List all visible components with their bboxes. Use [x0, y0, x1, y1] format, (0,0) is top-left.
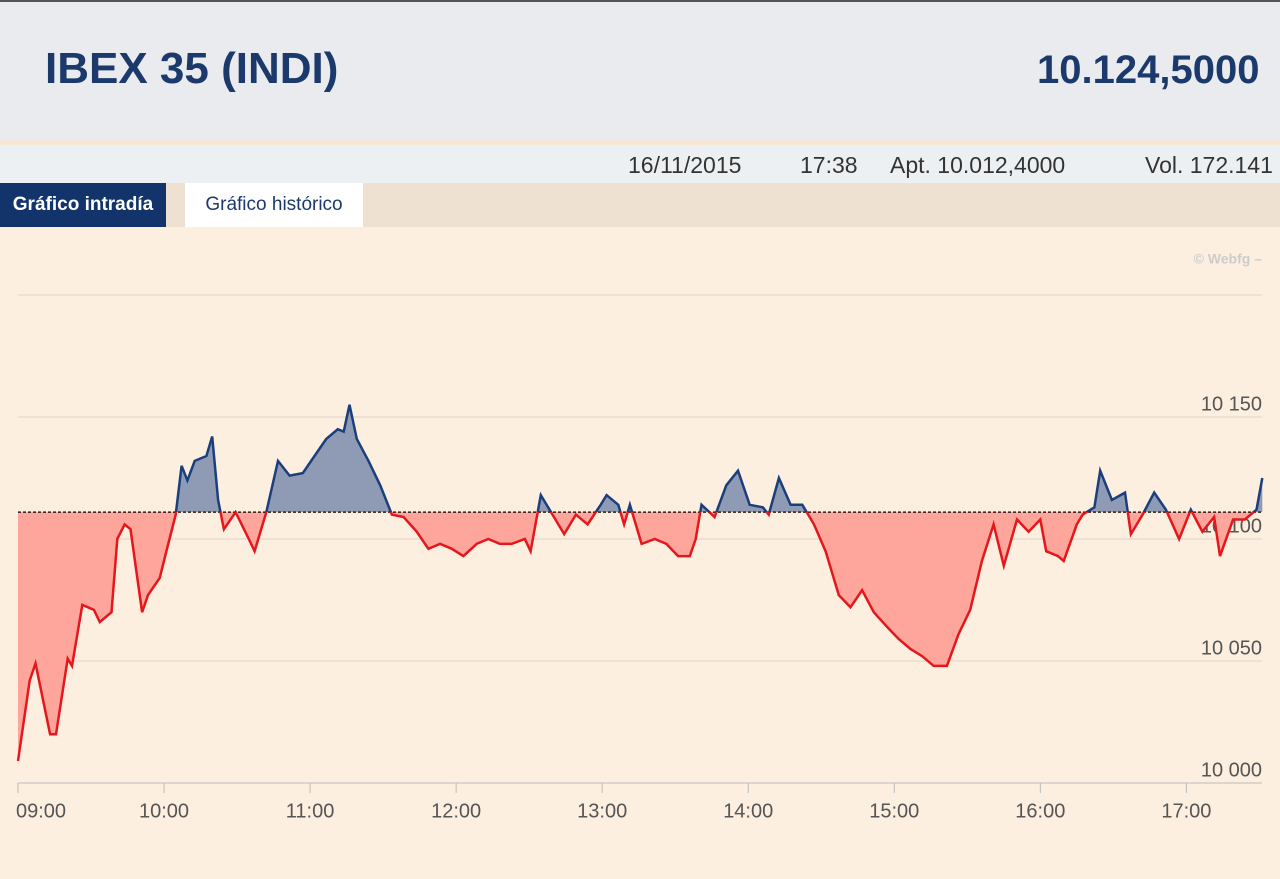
info-bar: 16/11/2015 17:38 Apt. 10.012,4000 Vol. 1…: [0, 145, 1280, 183]
index-title: IBEX 35 (INDI): [45, 44, 339, 93]
y-tick-label: 10 050: [1201, 637, 1262, 659]
tab[interactable]: Gráfico intradía: [0, 183, 166, 227]
line-above: [174, 404, 1264, 513]
stripe: [0, 140, 1280, 145]
x-tick-label: 14:00: [723, 800, 773, 822]
header: IBEX 35 (INDI) 10.124,5000: [0, 0, 1280, 140]
x-tick-label: 17:00: [1161, 800, 1211, 822]
x-tick-label: 12:00: [431, 800, 481, 822]
tab[interactable]: Gráfico histórico: [185, 183, 363, 227]
x-tick-label: 10:00: [139, 800, 189, 822]
x-tick-label: 16:00: [1015, 800, 1065, 822]
time: 17:38: [800, 152, 858, 178]
area-above: [18, 404, 1263, 513]
date: 16/11/2015: [628, 152, 742, 178]
open: Apt. 10.012,4000: [890, 152, 1066, 178]
volume: Vol. 172.141: [1145, 152, 1273, 178]
area-below: [18, 512, 1254, 761]
line-below: [16, 512, 1256, 762]
x-tick-label: 11:00: [286, 800, 335, 822]
index-value: 10.124,5000: [1037, 48, 1260, 92]
credit: © Webfg –: [1194, 251, 1263, 267]
x-tick-label: 15:00: [869, 800, 919, 822]
x-tick-label: 09:00: [16, 800, 66, 822]
y-tick-label: 10 000: [1201, 759, 1262, 781]
tab-bar: Gráfico intradía Gráfico histórico: [0, 183, 1280, 227]
x-tick-label: 13:00: [577, 800, 627, 822]
y-tick-label: 10 150: [1201, 393, 1262, 415]
